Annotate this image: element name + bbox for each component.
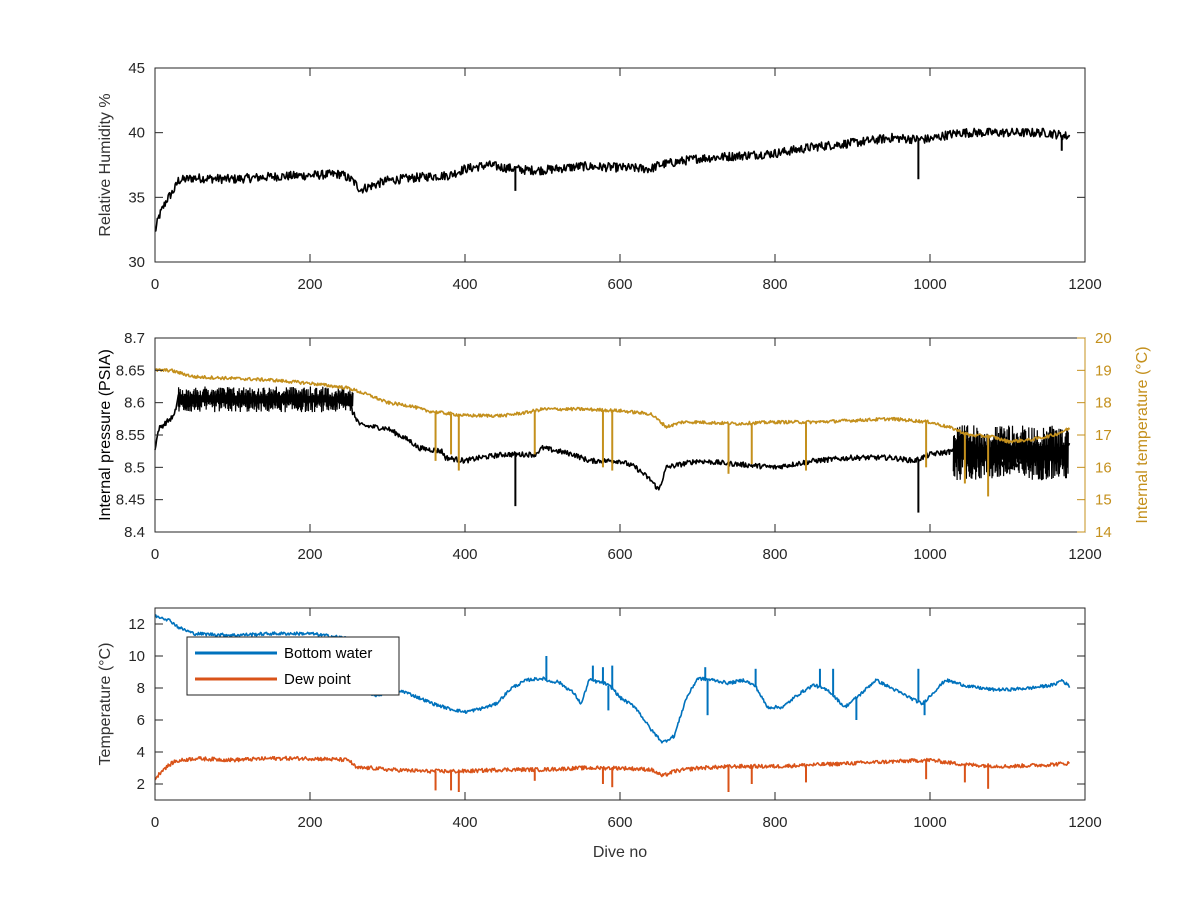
temperature-y-axis-label: Temperature (°C)	[97, 643, 114, 766]
y-tick-label-top: 35	[128, 189, 145, 206]
y-tick-label-middle: 8.65	[116, 362, 145, 379]
pressure-temperature-panel: Internal pressure (PSIA) Internal temper…	[97, 330, 1151, 563]
y-tick-label-bottom: 2	[137, 776, 145, 793]
x-tick-label-bottom: 0	[151, 814, 159, 831]
y-tick-label-middle: 8.5	[124, 459, 145, 476]
y-tick-label-bottom: 6	[137, 712, 145, 729]
x-tick-label-bottom: 400	[452, 814, 477, 831]
x-tick-label-middle: 600	[607, 546, 632, 563]
humidity-panel: Relative Humidity % 0 200 400 600 800 1000 120…	[97, 60, 1102, 293]
x-tick-label-middle: 400	[452, 546, 477, 563]
x-tick-label-top: 400	[452, 276, 477, 293]
series-line-top-0	[154, 127, 1071, 232]
x-tick-label-top: 600	[607, 276, 632, 293]
axes-frame-middle	[154, 337, 1086, 533]
series-line-middle-1	[154, 368, 1071, 444]
temperature-plot-area	[154, 614, 1071, 792]
y-tick-label-middle: 8.4	[124, 524, 145, 541]
x-tick-label-top: 1200	[1068, 276, 1101, 293]
x-tick-label-top: 800	[762, 276, 787, 293]
legend-box	[186, 636, 400, 696]
y-tick-label-middle: 8.45	[116, 492, 145, 509]
y-tick-label-bottom: 4	[137, 744, 145, 761]
x-tick-label-top: 0	[151, 276, 159, 293]
legend-label-dew-point: Dew point	[284, 671, 352, 688]
x-tick-label-middle: 800	[762, 546, 787, 563]
y-tick-label-top: 40	[128, 125, 145, 142]
x-tick-label-bottom: 800	[762, 814, 787, 831]
y-tick-label-top: 30	[128, 254, 145, 271]
y-tick-label-right-middle: 20	[1095, 330, 1112, 347]
y-tick-label-bottom: 12	[128, 616, 145, 633]
x-tick-label-middle: 0	[151, 546, 159, 563]
x-tick-label-top: 1000	[913, 276, 946, 293]
x-tick-label-middle: 1000	[913, 546, 946, 563]
x-tick-label-middle: 200	[297, 546, 322, 563]
pressure-plot-area	[154, 368, 1071, 513]
temperature-panel: Temperature (°C) Dive no Bottom water De…	[97, 607, 1102, 861]
series-dense-band-middle-0-0	[177, 386, 354, 413]
pressure-y-axis-label: Internal pressure (PSIA)	[97, 349, 114, 521]
y-tick-label-right-middle: 15	[1095, 492, 1112, 509]
humidity-y-axis-label: Relative Humidity %	[97, 93, 114, 236]
internal-temperature-y-axis-label: Internal temperature (°C)	[1134, 346, 1151, 523]
legend-label-bottom-water: Bottom water	[284, 645, 372, 662]
x-tick-label-bottom: 600	[607, 814, 632, 831]
y-tick-label-right-middle: 19	[1095, 362, 1112, 379]
x-tick-label-top: 200	[297, 276, 322, 293]
x-axis-label: Dive no	[593, 844, 647, 861]
x-tick-label-bottom: 1200	[1068, 814, 1101, 831]
y-tick-label-right-middle: 17	[1095, 427, 1112, 444]
series-dense-band-middle-0-1	[952, 425, 1069, 481]
y-tick-label-bottom: 8	[137, 680, 145, 697]
y-tick-label-middle: 8.55	[116, 427, 145, 444]
y-tick-label-middle: 8.7	[124, 330, 145, 347]
legend: Bottom water Dew point	[186, 636, 400, 696]
x-tick-label-bottom: 1000	[913, 814, 946, 831]
y-tick-label-top: 45	[128, 60, 145, 77]
y-tick-label-right-middle: 14	[1095, 524, 1112, 541]
y-tick-label-right-middle: 16	[1095, 459, 1112, 476]
y-tick-label-right-middle: 18	[1095, 395, 1112, 412]
humidity-plot-area	[154, 127, 1071, 232]
series-line-bottom-1	[154, 755, 1071, 781]
y-tick-label-middle: 8.6	[124, 395, 145, 412]
y-tick-label-bottom: 10	[128, 648, 145, 665]
x-tick-label-middle: 1200	[1068, 546, 1101, 563]
x-tick-label-bottom: 200	[297, 814, 322, 831]
